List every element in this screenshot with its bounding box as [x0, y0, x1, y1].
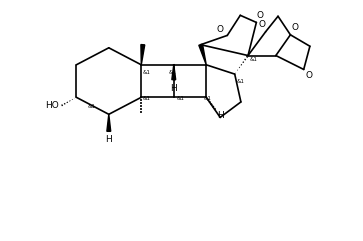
Text: &1: &1: [143, 70, 151, 75]
Polygon shape: [172, 65, 176, 80]
Polygon shape: [199, 44, 206, 65]
Text: O: O: [257, 11, 264, 20]
Text: H: H: [105, 135, 112, 144]
Text: &1: &1: [176, 96, 184, 101]
Text: H: H: [217, 111, 224, 120]
Text: &1: &1: [236, 79, 244, 84]
Polygon shape: [141, 45, 145, 65]
Text: &1: &1: [88, 104, 96, 109]
Text: O: O: [258, 20, 265, 29]
Text: &1: &1: [169, 70, 177, 75]
Text: O: O: [291, 23, 298, 32]
Polygon shape: [107, 114, 111, 131]
Text: &1: &1: [250, 57, 257, 62]
Text: HO: HO: [45, 101, 59, 110]
Text: H: H: [170, 84, 177, 93]
Text: O: O: [305, 71, 312, 80]
Text: &1: &1: [203, 96, 211, 101]
Text: O: O: [217, 25, 224, 34]
Text: &1: &1: [143, 96, 151, 101]
